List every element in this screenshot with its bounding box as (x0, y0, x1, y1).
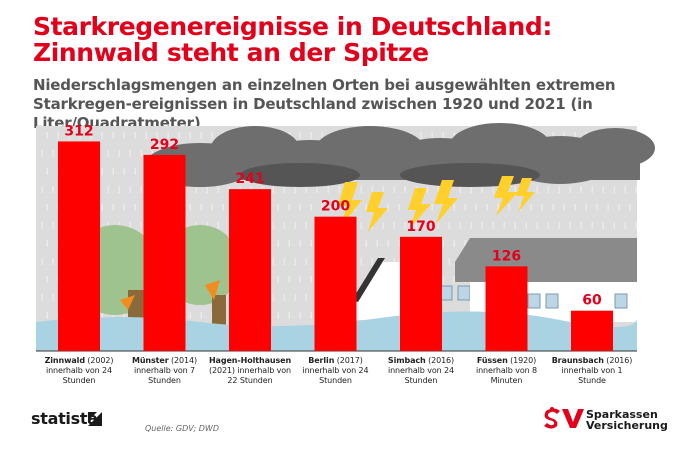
bars-group (58, 141, 613, 351)
bar-value-label-3: 241 (235, 171, 264, 187)
value-labels-group: 312 292 241 200 170 126 60 (64, 123, 602, 308)
bar-6 (485, 266, 528, 351)
category-place: Füssen (476, 356, 508, 365)
bar-3 (229, 189, 271, 351)
category-label-4: Berlin (2017) innerhalb von 24 Stunden (302, 356, 369, 385)
category-place: Braunsbach (551, 356, 604, 365)
category-label-3: Hagen-Holthausen (2021) innerhalb von 22… (208, 356, 292, 385)
bar-4 (314, 216, 357, 351)
category-label-5: Simbach (2016) innerhalb von 24 Stunden (387, 356, 455, 385)
category-place: Berlin (308, 356, 335, 365)
category-label-7: Braunsbach (2016) innerhalb von 1 Stunde (551, 356, 633, 385)
bar-1 (58, 141, 100, 351)
title-line-2: Zinnwald steht an der Spitze (33, 38, 429, 67)
bar-value-label-4: 200 (321, 199, 350, 215)
category-place: Simbach (387, 356, 426, 365)
category-label-2: Münster (2014) innerhalb von 7 Stunden (131, 356, 198, 385)
bar-2 (143, 154, 186, 351)
brand-line-1: Sparkassen (586, 408, 658, 421)
bar-value-label-1: 312 (64, 123, 93, 139)
sparkasse-logo-icon (544, 407, 584, 429)
bar-7 (571, 310, 613, 351)
statista-logo-text: statista (31, 409, 98, 428)
bar-5 (400, 236, 442, 351)
chart-title: Starkregenereignisse in Deutschland: Zin… (33, 14, 552, 66)
source-note: Quelle: GDV; DWD (145, 424, 219, 433)
bar-value-label-7: 60 (582, 293, 602, 309)
category-label-1: Zinnwald (2002) innerhalb von 24 Stunden (44, 356, 114, 385)
statista-logo-icon (88, 412, 102, 426)
brand-line-2: Versicherung (586, 419, 668, 432)
category-place: Zinnwald (44, 356, 86, 365)
category-label-6: Füssen (1920) innerhalb von 8 Minuten (475, 356, 538, 385)
lightning-bolts (338, 176, 535, 232)
bar-value-label-6: 126 (492, 248, 521, 264)
category-place: Münster (131, 356, 169, 365)
bar-value-label-5: 170 (406, 219, 435, 235)
bar-value-label-2: 292 (150, 137, 179, 153)
category-place: Hagen-Holthausen (208, 356, 292, 365)
chart-subtitle: Niederschlagsmengen an einzelnen Orten b… (33, 76, 616, 132)
brand-name: Sparkassen Versicherung (586, 409, 668, 431)
title-line-1: Starkregenereignisse in Deutschland: (33, 12, 552, 41)
